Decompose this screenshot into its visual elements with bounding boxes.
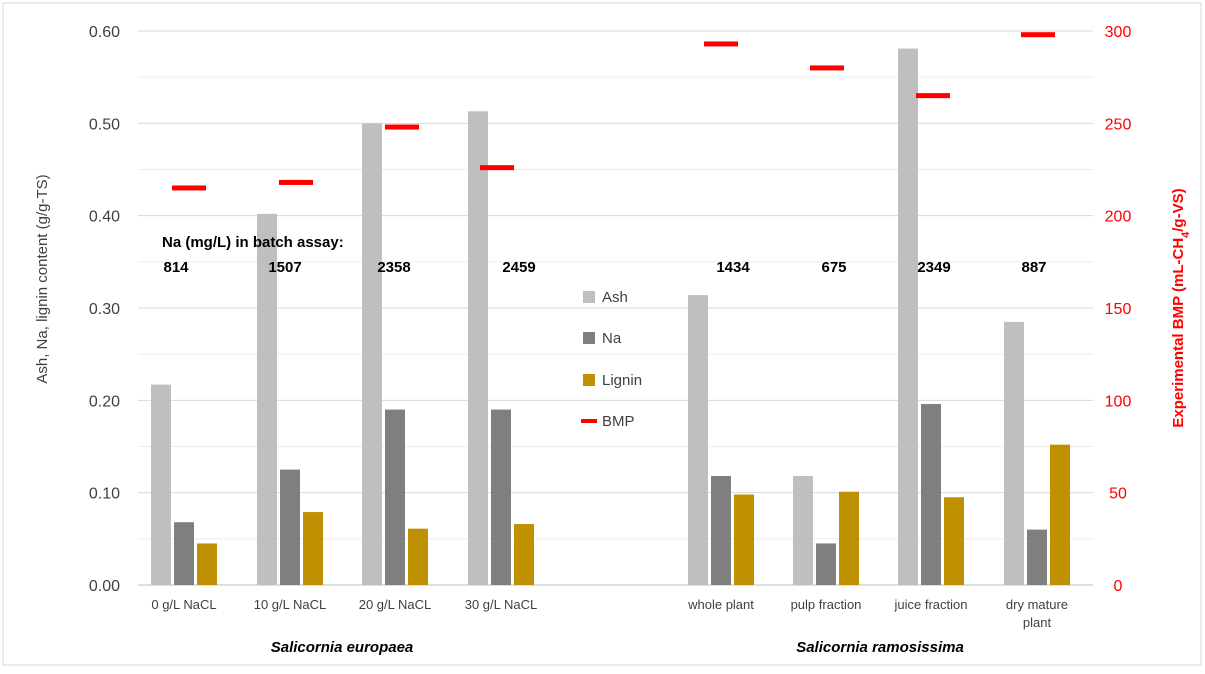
category-label: pulp fraction (791, 597, 862, 612)
bmp-marker (172, 185, 206, 191)
legend-swatch-lignin (583, 374, 595, 386)
bmp-marker (810, 65, 844, 71)
bar-ash (793, 476, 813, 585)
legend: Ash Na Lignin BMP (581, 289, 642, 430)
na-value-label: 2358 (377, 259, 410, 276)
legend-label-ash: Ash (602, 289, 628, 306)
bar-lignin (839, 491, 859, 585)
legend-swatch-bmp (581, 419, 597, 423)
na-annotations: Na (mg/L) in batch assay: 814 1507 2358 245… (162, 234, 1047, 276)
y-axis-right-label-subscript: 4 (1180, 231, 1192, 238)
legend-swatch-na (583, 332, 595, 344)
bar-ash (1004, 321, 1024, 585)
bar-ash (257, 213, 277, 585)
bmp-markers (172, 32, 1055, 191)
bar-lignin (408, 528, 428, 585)
bar-na (921, 404, 941, 585)
bar-lignin (514, 524, 534, 585)
category-label: 0 g/L NaCL (151, 597, 216, 612)
bar-na (816, 543, 836, 585)
bar-lignin (944, 497, 964, 585)
bar-na (174, 522, 194, 585)
bar-lignin (197, 543, 217, 585)
bar-ash (688, 295, 708, 585)
na-value-label: 887 (1021, 259, 1046, 276)
bar-na (1027, 529, 1047, 585)
y-right-tick-label: 200 (1105, 209, 1132, 226)
y-right-tick-label: 250 (1105, 116, 1132, 133)
y-axis-right-label-part-1: Experimental BMP (mL-CH (1170, 238, 1187, 428)
bar-lignin (303, 512, 323, 585)
category-label: plant (1023, 615, 1052, 630)
category-label: juice fraction (894, 597, 968, 612)
na-value-label: 1507 (268, 259, 301, 276)
category-label: whole plant (687, 597, 754, 612)
bar-lignin (1050, 444, 1070, 585)
y-axis-right-label: Experimental BMP (mL-CH4/g-VS) (1170, 188, 1192, 427)
axis-ticks: 0.00 0.10 0.20 0.30 0.40 0.50 0.60 0 50 100 150 200… (89, 24, 1132, 595)
y-left-tick-label: 0.50 (89, 116, 120, 133)
y-left-tick-label: 0.00 (89, 578, 120, 595)
legend-swatch-ash (583, 291, 595, 303)
y-axis-left-label: Ash, Na, lignin content (g/g-TS) (34, 174, 51, 383)
group-label: Salicornia ramosissima (796, 639, 964, 656)
bar-lignin (734, 494, 754, 585)
y-left-tick-label: 0.20 (89, 393, 120, 410)
category-label: 10 g/L NaCL (254, 597, 327, 612)
bmp-marker (385, 124, 419, 130)
y-left-tick-label: 0.60 (89, 24, 120, 41)
na-value-label: 2349 (917, 259, 950, 276)
bmp-marker (480, 165, 514, 171)
y-right-tick-label: 300 (1105, 24, 1132, 41)
bar-ash (898, 48, 918, 585)
bar-ash (362, 123, 382, 585)
category-label: 30 g/L NaCL (465, 597, 538, 612)
bmp-marker (704, 41, 738, 47)
na-value-label: 2459 (502, 259, 535, 276)
y-left-tick-label: 0.10 (89, 486, 120, 503)
y-right-tick-label: 50 (1109, 486, 1127, 503)
y-right-tick-label: 150 (1105, 301, 1132, 318)
category-label: 20 g/L NaCL (359, 597, 432, 612)
bar-ash (468, 111, 488, 585)
category-label: dry mature (1006, 597, 1068, 612)
group-labels: Salicornia europaea Salicornia ramosissim… (271, 639, 964, 656)
bmp-marker (1021, 32, 1055, 38)
bar-na (280, 469, 300, 585)
bar-na (491, 409, 511, 585)
bar-ash (151, 384, 171, 585)
legend-label-na: Na (602, 330, 622, 347)
na-value-label: 814 (163, 259, 189, 276)
legend-label-lignin: Lignin (602, 372, 642, 389)
y-axis-right-label-part-2: /g-VS) (1170, 188, 1187, 231)
legend-label-bmp: BMP (602, 413, 635, 430)
na-annotation-title: Na (mg/L) in batch assay: (162, 234, 344, 251)
y-right-tick-label: 0 (1114, 578, 1123, 595)
na-value-label: 675 (821, 259, 846, 276)
bar-na (385, 409, 405, 585)
group-label: Salicornia europaea (271, 639, 414, 656)
y-left-tick-label: 0.30 (89, 301, 120, 318)
na-value-label: 1434 (716, 259, 750, 276)
y-left-tick-label: 0.40 (89, 209, 120, 226)
bars (151, 48, 1070, 585)
y-right-tick-label: 100 (1105, 393, 1132, 410)
bmp-marker (916, 93, 950, 99)
bar-na (711, 476, 731, 585)
category-labels: 0 g/L NaCL 10 g/L NaCL 20 g/L NaCL 30 g/L N… (151, 597, 1068, 630)
bmp-marker (279, 179, 313, 185)
